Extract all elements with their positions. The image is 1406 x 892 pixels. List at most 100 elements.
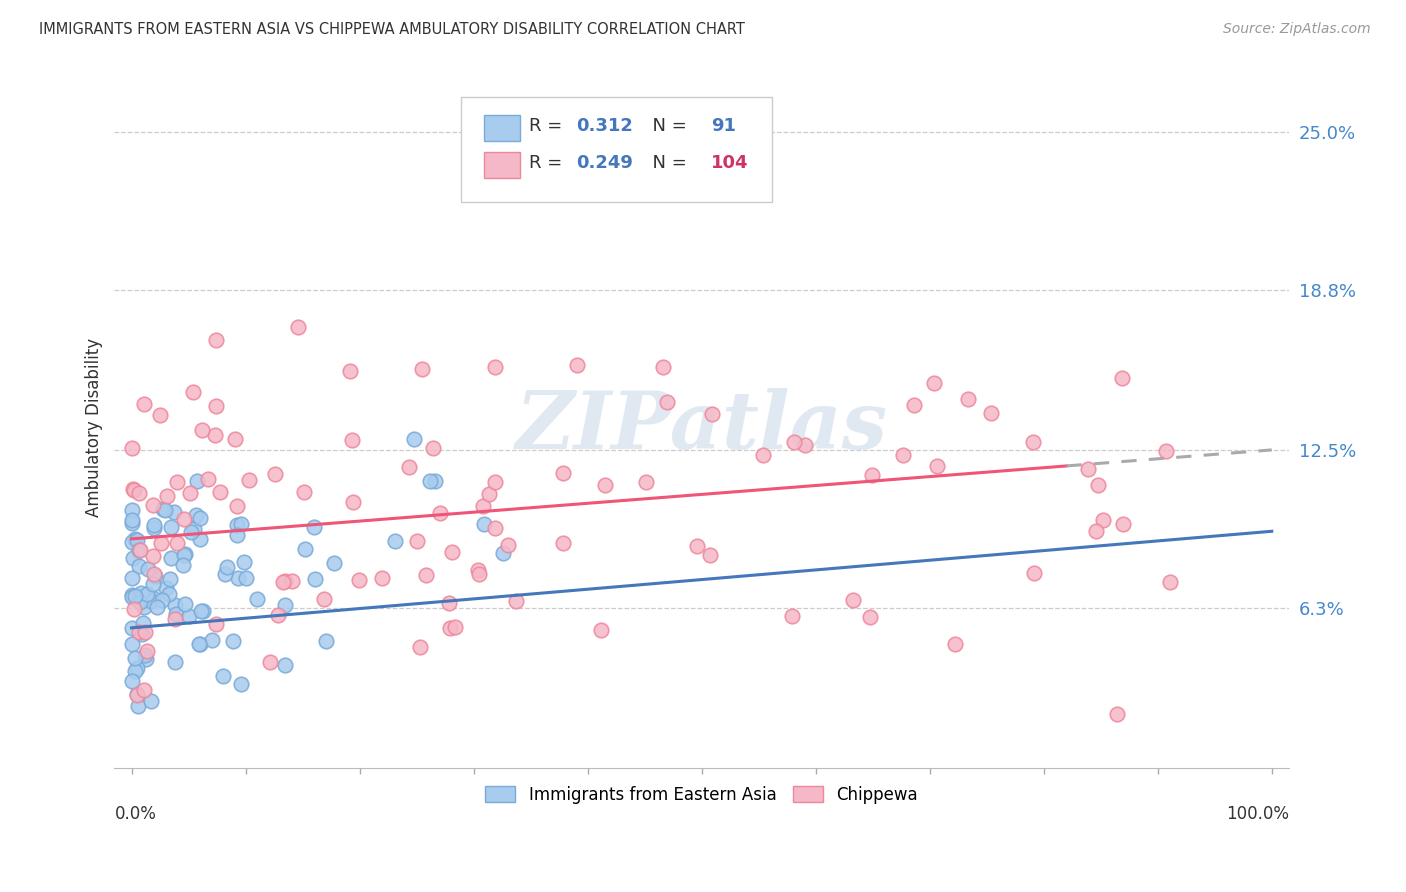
Point <box>384 534 406 549</box>
Point <box>179 486 201 500</box>
Point <box>593 478 616 492</box>
Text: R =: R = <box>529 154 568 172</box>
Point <box>124 664 146 678</box>
Point <box>125 687 148 701</box>
Point <box>129 586 152 600</box>
Point <box>553 536 575 550</box>
Point <box>409 640 432 654</box>
Point <box>423 474 446 488</box>
Point <box>142 577 165 591</box>
Point <box>190 511 212 525</box>
Point <box>226 571 249 585</box>
Point <box>589 624 612 638</box>
Point <box>134 683 156 698</box>
Point <box>121 637 143 651</box>
Point <box>484 475 506 489</box>
Point <box>780 609 803 624</box>
Point <box>226 500 249 514</box>
Point <box>179 608 201 623</box>
Point <box>121 588 143 602</box>
Point <box>121 551 143 566</box>
Point <box>347 573 370 587</box>
Point <box>163 505 186 519</box>
Point <box>943 637 966 651</box>
Point <box>159 572 181 586</box>
FancyBboxPatch shape <box>461 96 772 202</box>
Point <box>702 407 724 421</box>
Point <box>173 512 195 526</box>
Point <box>132 397 155 411</box>
Point <box>551 466 574 480</box>
Point <box>302 519 325 533</box>
Point <box>415 567 437 582</box>
Point <box>156 489 179 503</box>
Point <box>1159 575 1181 590</box>
Point <box>181 384 204 399</box>
Point <box>121 503 143 517</box>
Point <box>165 607 187 622</box>
Point <box>492 546 515 560</box>
Point <box>440 544 463 558</box>
Point <box>472 517 495 532</box>
Point <box>191 604 214 618</box>
Point <box>752 448 775 462</box>
Point <box>235 571 257 585</box>
Point <box>419 474 441 488</box>
Point <box>1024 566 1046 580</box>
Point <box>173 597 195 611</box>
Point <box>134 625 156 640</box>
Point <box>842 592 865 607</box>
Text: N =: N = <box>641 154 692 172</box>
Point <box>783 435 806 450</box>
Point <box>141 549 163 563</box>
Point <box>439 621 461 635</box>
Point <box>166 475 188 489</box>
Point <box>477 487 499 501</box>
Point <box>124 651 146 665</box>
Text: IMMIGRANTS FROM EASTERN ASIA VS CHIPPEWA AMBULATORY DISABILITY CORRELATION CHART: IMMIGRANTS FROM EASTERN ASIA VS CHIPPEWA… <box>39 22 745 37</box>
Point <box>128 625 150 640</box>
Point <box>121 513 143 527</box>
Point <box>406 534 429 549</box>
Point <box>131 627 153 641</box>
Point <box>135 644 157 658</box>
Point <box>229 516 252 531</box>
Point <box>127 698 149 713</box>
Point <box>686 540 709 554</box>
Point <box>342 495 364 509</box>
Point <box>1084 524 1107 538</box>
Point <box>238 473 260 487</box>
Point <box>224 432 246 446</box>
Point <box>122 601 145 615</box>
Point <box>274 658 297 673</box>
Point <box>142 591 165 605</box>
Point <box>1105 707 1128 722</box>
Point <box>471 499 494 513</box>
Point <box>143 566 166 581</box>
FancyBboxPatch shape <box>485 153 520 178</box>
Point <box>205 333 228 347</box>
Text: ZIPatlas: ZIPatlas <box>516 388 887 466</box>
Point <box>197 472 219 486</box>
Point <box>314 591 336 606</box>
Point <box>149 409 172 423</box>
Text: 91: 91 <box>711 117 735 135</box>
Point <box>484 521 506 535</box>
Point <box>222 634 245 648</box>
Point <box>371 571 394 585</box>
Point <box>139 594 162 608</box>
Point <box>1111 517 1133 532</box>
Point <box>121 535 143 549</box>
Point <box>208 484 231 499</box>
Point <box>287 320 309 334</box>
Point <box>484 359 506 374</box>
Point <box>263 467 285 481</box>
Text: 100.0%: 100.0% <box>1226 805 1289 823</box>
Point <box>131 615 153 630</box>
Point <box>437 595 460 609</box>
Point <box>150 593 173 607</box>
Point <box>271 575 294 590</box>
Point <box>184 508 207 523</box>
Point <box>125 688 148 702</box>
Point <box>121 571 143 585</box>
